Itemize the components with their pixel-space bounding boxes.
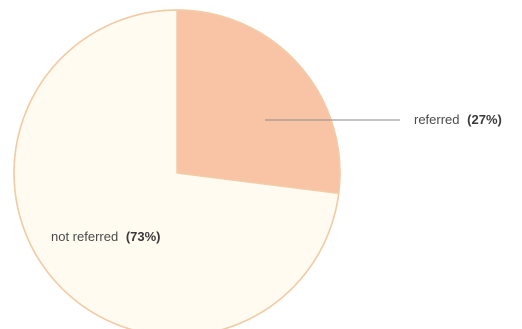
slice-label-not-referred-pct: (73%) [126, 229, 161, 244]
pie-outline [13, 9, 341, 329]
slice-label-referred-name: referred [414, 112, 460, 127]
slice-label-referred: referred (27%) [414, 112, 502, 127]
slice-label-not-referred-name: not referred [51, 229, 118, 244]
pie-slices [13, 9, 341, 329]
slice-label-not-referred: not referred (73%) [51, 229, 161, 244]
pie-slice-referred [176, 9, 341, 195]
slice-label-referred-pct: (27%) [467, 112, 502, 127]
